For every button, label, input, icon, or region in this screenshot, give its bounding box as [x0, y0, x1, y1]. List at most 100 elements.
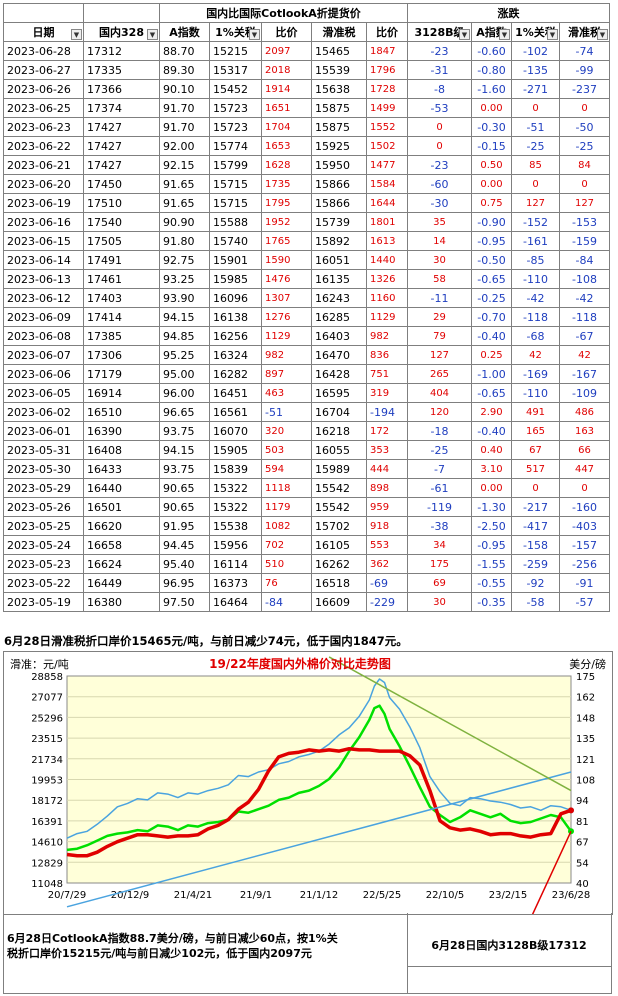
- y-right-tick-label: 54: [576, 858, 589, 869]
- filter-dropdown-icon[interactable]: ▼: [547, 29, 558, 40]
- col-ratio-1-cell: 1914: [261, 79, 312, 99]
- series-end-point-2: [568, 828, 574, 835]
- note-box-empty: [407, 919, 611, 967]
- filter-dropdown-icon[interactable]: ▼: [147, 29, 158, 40]
- col-chg-1pct-cell: -68: [511, 326, 560, 346]
- table-row: 2023-06-19 17510 91.65 15715 1795 15866 1644 -3…: [3, 193, 610, 213]
- col-sliding-tax-cell: 15875: [311, 117, 367, 137]
- col-date-cell: 2023-06-26: [3, 79, 84, 99]
- col-ratio-1-cell: -51: [261, 402, 312, 422]
- y-left-tick-label: 12829: [31, 858, 63, 869]
- note-box-domestic: 6月28日国内3128B级17312: [407, 913, 612, 994]
- col-ratio-1-cell: 320: [261, 421, 312, 441]
- col-chg-a-index-cell: -1.55: [471, 554, 512, 574]
- col-sliding-tax-cell: 15950: [311, 155, 367, 175]
- col-chg-1pct-cell: -158: [511, 535, 560, 555]
- table-row: 2023-06-13 17461 93.25 15985 1476 16135 1326 58…: [3, 269, 610, 289]
- series-end-point-3: [568, 807, 574, 814]
- col-tariff-1pct-cell: 15839: [209, 459, 262, 479]
- col-chg-1pct-cell: -92: [511, 573, 560, 593]
- col-chg-a-index-cell: 0.75: [471, 193, 512, 213]
- col-tariff-1pct-cell: 16256: [209, 326, 262, 346]
- col-3128b-cell: -18: [407, 421, 472, 441]
- col-chg-sliding-cell: -57: [559, 592, 610, 612]
- col-chg-sliding-cell: -167: [559, 364, 610, 384]
- x-tick-label: 21/4/21: [174, 890, 213, 901]
- col-sliding-tax-cell: 15866: [311, 174, 367, 194]
- col-date-cell: 2023-06-05: [3, 383, 84, 403]
- col-chg-a-index-cell: -0.15: [471, 136, 512, 156]
- filter-dropdown-icon[interactable]: ▼: [459, 29, 470, 40]
- summary-note-surcharge: 6月28日滑准税折口岸价15465元/吨，与前日减少74元，低于国内1847元。: [4, 634, 408, 648]
- col-3128b-cell: -8: [407, 79, 472, 99]
- note-box-cotlook: 6月28日CotlookA指数88.7美分/磅，与前日减少60点，按1%关税折口…: [3, 913, 408, 994]
- col-3128b-header: 3128B级 ▼: [407, 22, 472, 42]
- filter-dropdown-icon[interactable]: ▼: [499, 29, 510, 40]
- col-domestic-328-header: 国内328 ▼: [83, 22, 160, 42]
- col-3128b-cell: 404: [407, 383, 472, 403]
- col-ratio-2-cell: 836: [366, 345, 408, 365]
- col-chg-sliding-cell: -99: [559, 60, 610, 80]
- filter-dropdown-icon[interactable]: ▼: [249, 29, 260, 40]
- col-domestic-328-cell: 17179: [83, 364, 160, 384]
- table-row: 2023-06-06 17179 95.00 16282 897 16428 751 265-…: [3, 364, 610, 384]
- col-a-index-cell: 94.15: [159, 440, 210, 460]
- col-chg-a-index-cell: -0.55: [471, 573, 512, 593]
- col-sliding-tax-cell: 16135: [311, 269, 367, 289]
- col-chg-a-index-cell: 0.00: [471, 98, 512, 118]
- col-chg-a-index-cell: 0.00: [471, 174, 512, 194]
- col-chg-sliding-cell: -108: [559, 269, 610, 289]
- col-ratio-2-cell: 1613: [366, 231, 408, 251]
- col-date-cell: 2023-06-15: [3, 231, 84, 251]
- col-chg-a-index-cell: -2.50: [471, 516, 512, 536]
- summary-note-cotlook: 6月28日CotlookA指数88.7美分/磅，与前日减少60点，按1%关税折口…: [7, 932, 338, 960]
- col-3128b-cell: -23: [407, 155, 472, 175]
- table-row: 2023-06-12 17403 93.90 16096 1307 16243 1160 -1…: [3, 288, 610, 308]
- col-domestic-328-cell: 16390: [83, 421, 160, 441]
- col-chg-sliding-cell: -74: [559, 41, 610, 61]
- col-chg-sliding-cell: -84: [559, 250, 610, 270]
- col-chg-1pct-cell: -217: [511, 497, 560, 517]
- col-chg-a-index-cell: 0.00: [471, 478, 512, 498]
- col-3128b-cell: 175: [407, 554, 472, 574]
- col-a-index-cell: 96.95: [159, 573, 210, 593]
- x-tick-label: 22/10/5: [426, 890, 465, 901]
- col-date-cell: 2023-06-16: [3, 212, 84, 232]
- col-ratio-2-cell: 1847: [366, 41, 408, 61]
- col-chg-sliding-cell: -157: [559, 535, 610, 555]
- col-a-index-cell: 91.70: [159, 98, 210, 118]
- col-domestic-328-cell: 17306: [83, 345, 160, 365]
- col-a-index-cell: 94.15: [159, 307, 210, 327]
- table-row: 2023-05-26 16501 90.65 15322 1179 15542 959 -11…: [3, 497, 610, 517]
- col-a-index-cell: 96.00: [159, 383, 210, 403]
- col-date-cell: 2023-05-23: [3, 554, 84, 574]
- col-chg-1pct-cell: -417: [511, 516, 560, 536]
- filter-dropdown-icon[interactable]: ▼: [71, 29, 82, 40]
- col-sliding-tax-cell: 15892: [311, 231, 367, 251]
- col-ratio-1-cell: 503: [261, 440, 312, 460]
- col-ratio-2-cell: 444: [366, 459, 408, 479]
- col-date-cell: 2023-06-14: [3, 250, 84, 270]
- col-tariff-1pct-cell: 15322: [209, 497, 262, 517]
- col-sliding-tax-header: 滑准税: [311, 22, 367, 42]
- col-ratio-2-cell: 319: [366, 383, 408, 403]
- trend-line-1: [66, 771, 572, 908]
- col-sliding-tax-cell: 15875: [311, 98, 367, 118]
- col-tariff-1pct-cell: 16096: [209, 288, 262, 308]
- col-tariff-1pct-cell: 15715: [209, 193, 262, 213]
- col-sliding-tax-cell: 16403: [311, 326, 367, 346]
- col-chg-sliding-cell: -109: [559, 383, 610, 403]
- filter-dropdown-icon[interactable]: ▼: [597, 29, 608, 40]
- col-tariff-1pct-cell: 15740: [209, 231, 262, 251]
- col-chg-a-index-cell: 0.25: [471, 345, 512, 365]
- col-domestic-328-cell: 17385: [83, 326, 160, 346]
- col-tariff-1pct-cell: 15715: [209, 174, 262, 194]
- col-ratio-2-cell: 898: [366, 478, 408, 498]
- y-left-tick-label: 25296: [31, 713, 63, 724]
- col-chg-sliding-cell: -256: [559, 554, 610, 574]
- col-domestic-328-cell: 17540: [83, 212, 160, 232]
- col-sliding-tax-cell: 16243: [311, 288, 367, 308]
- table-row: 2023-05-23 16624 95.40 16114 510 16262 362 175-…: [3, 554, 610, 574]
- y-left-tick-label: 23515: [31, 734, 63, 745]
- col-a-index-cell: 96.65: [159, 402, 210, 422]
